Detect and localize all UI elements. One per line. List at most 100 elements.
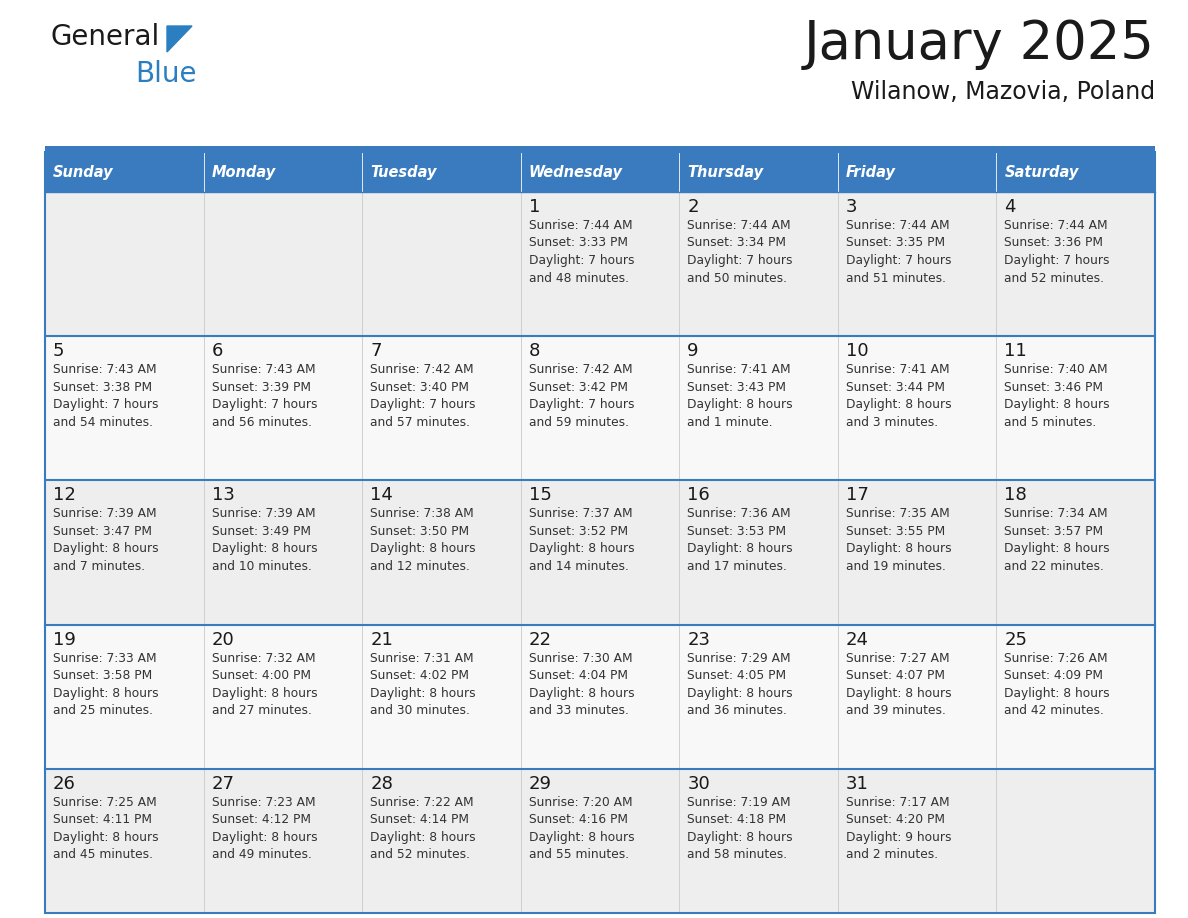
Text: 25: 25 (1004, 631, 1028, 649)
Bar (203, 624, 362, 768)
Bar (362, 624, 520, 768)
Text: Sunset: 3:40 PM: Sunset: 3:40 PM (371, 381, 469, 394)
Text: 7: 7 (371, 342, 381, 360)
Text: Sunset: 4:04 PM: Sunset: 4:04 PM (529, 669, 627, 682)
Text: and 33 minutes.: and 33 minutes. (529, 704, 628, 717)
Text: Sunrise: 7:35 AM: Sunrise: 7:35 AM (846, 508, 949, 521)
Text: Sunrise: 7:44 AM: Sunrise: 7:44 AM (846, 219, 949, 232)
Text: Daylight: 8 hours: Daylight: 8 hours (846, 543, 952, 555)
Bar (680, 768, 838, 913)
Text: Tuesday: Tuesday (371, 164, 437, 180)
Bar (520, 480, 680, 624)
Text: Sunrise: 7:33 AM: Sunrise: 7:33 AM (53, 652, 157, 665)
Text: General: General (50, 23, 159, 51)
Bar (680, 152, 838, 192)
Text: Sunset: 4:20 PM: Sunset: 4:20 PM (846, 813, 944, 826)
Text: Sunset: 3:33 PM: Sunset: 3:33 PM (529, 237, 627, 250)
Bar (45, 152, 1155, 913)
Bar (680, 192, 838, 336)
Text: Daylight: 8 hours: Daylight: 8 hours (529, 687, 634, 700)
Text: Sunset: 4:09 PM: Sunset: 4:09 PM (1004, 669, 1104, 682)
Text: 11: 11 (1004, 342, 1028, 360)
Text: Sunset: 3:43 PM: Sunset: 3:43 PM (688, 381, 786, 394)
Bar (203, 480, 362, 624)
Bar (45, 336, 203, 480)
Text: Daylight: 8 hours: Daylight: 8 hours (53, 687, 159, 700)
Text: Sunrise: 7:43 AM: Sunrise: 7:43 AM (211, 364, 315, 376)
Text: Daylight: 8 hours: Daylight: 8 hours (371, 687, 475, 700)
Text: Sunset: 3:49 PM: Sunset: 3:49 PM (211, 525, 310, 538)
Text: 13: 13 (211, 487, 234, 504)
Bar (203, 192, 362, 336)
Text: Sunset: 3:46 PM: Sunset: 3:46 PM (1004, 381, 1104, 394)
Text: and 57 minutes.: and 57 minutes. (371, 416, 470, 429)
Text: 20: 20 (211, 631, 234, 649)
Text: 17: 17 (846, 487, 868, 504)
Text: and 52 minutes.: and 52 minutes. (371, 848, 470, 861)
Text: 24: 24 (846, 631, 868, 649)
Text: Daylight: 8 hours: Daylight: 8 hours (53, 543, 159, 555)
Bar (997, 480, 1155, 624)
Text: Daylight: 8 hours: Daylight: 8 hours (211, 687, 317, 700)
Text: and 27 minutes.: and 27 minutes. (211, 704, 311, 717)
Text: Wilanow, Mazovia, Poland: Wilanow, Mazovia, Poland (851, 80, 1155, 104)
Text: Sunset: 3:38 PM: Sunset: 3:38 PM (53, 381, 152, 394)
Bar (45, 768, 203, 913)
Text: 26: 26 (53, 775, 76, 793)
Text: Daylight: 7 hours: Daylight: 7 hours (529, 254, 634, 267)
Text: Daylight: 8 hours: Daylight: 8 hours (211, 831, 317, 844)
Text: 14: 14 (371, 487, 393, 504)
Text: Sunrise: 7:34 AM: Sunrise: 7:34 AM (1004, 508, 1108, 521)
Text: Sunrise: 7:44 AM: Sunrise: 7:44 AM (1004, 219, 1108, 232)
Text: Sunrise: 7:25 AM: Sunrise: 7:25 AM (53, 796, 157, 809)
Bar (45, 624, 203, 768)
Text: Daylight: 8 hours: Daylight: 8 hours (846, 687, 952, 700)
Bar (520, 336, 680, 480)
Bar (362, 336, 520, 480)
Text: Sunset: 3:55 PM: Sunset: 3:55 PM (846, 525, 946, 538)
Text: Sunrise: 7:30 AM: Sunrise: 7:30 AM (529, 652, 632, 665)
Bar (838, 480, 997, 624)
Text: Sunrise: 7:39 AM: Sunrise: 7:39 AM (211, 508, 315, 521)
Text: Sunset: 3:47 PM: Sunset: 3:47 PM (53, 525, 152, 538)
Text: Sunrise: 7:39 AM: Sunrise: 7:39 AM (53, 508, 157, 521)
Bar (45, 192, 203, 336)
Text: Sunset: 4:02 PM: Sunset: 4:02 PM (371, 669, 469, 682)
Text: Sunrise: 7:31 AM: Sunrise: 7:31 AM (371, 652, 474, 665)
Text: Daylight: 8 hours: Daylight: 8 hours (1004, 543, 1110, 555)
Text: 9: 9 (688, 342, 699, 360)
Bar (362, 480, 520, 624)
Text: Daylight: 8 hours: Daylight: 8 hours (688, 543, 792, 555)
Text: 8: 8 (529, 342, 541, 360)
Text: Sunset: 4:05 PM: Sunset: 4:05 PM (688, 669, 786, 682)
Text: Sunrise: 7:19 AM: Sunrise: 7:19 AM (688, 796, 791, 809)
Text: Daylight: 8 hours: Daylight: 8 hours (688, 687, 792, 700)
Bar (45, 480, 203, 624)
Text: Daylight: 9 hours: Daylight: 9 hours (846, 831, 952, 844)
Text: Daylight: 7 hours: Daylight: 7 hours (53, 398, 158, 411)
Text: Sunset: 4:14 PM: Sunset: 4:14 PM (371, 813, 469, 826)
Text: Sunset: 4:16 PM: Sunset: 4:16 PM (529, 813, 627, 826)
Text: Sunrise: 7:37 AM: Sunrise: 7:37 AM (529, 508, 632, 521)
Text: Daylight: 8 hours: Daylight: 8 hours (1004, 687, 1110, 700)
Text: Friday: Friday (846, 164, 896, 180)
Text: Daylight: 8 hours: Daylight: 8 hours (529, 543, 634, 555)
Text: Sunrise: 7:32 AM: Sunrise: 7:32 AM (211, 652, 315, 665)
Text: 31: 31 (846, 775, 868, 793)
Text: and 10 minutes.: and 10 minutes. (211, 560, 311, 573)
Text: Sunrise: 7:27 AM: Sunrise: 7:27 AM (846, 652, 949, 665)
Text: Sunrise: 7:44 AM: Sunrise: 7:44 AM (688, 219, 791, 232)
Bar (997, 624, 1155, 768)
Text: and 48 minutes.: and 48 minutes. (529, 272, 628, 285)
Bar (997, 768, 1155, 913)
Text: and 42 minutes.: and 42 minutes. (1004, 704, 1105, 717)
Text: 1: 1 (529, 198, 541, 216)
Bar (362, 192, 520, 336)
Text: and 36 minutes.: and 36 minutes. (688, 704, 788, 717)
Text: Sunrise: 7:40 AM: Sunrise: 7:40 AM (1004, 364, 1108, 376)
Text: Saturday: Saturday (1004, 164, 1079, 180)
Bar (203, 336, 362, 480)
Text: Daylight: 7 hours: Daylight: 7 hours (371, 398, 475, 411)
Bar (520, 192, 680, 336)
Bar (680, 480, 838, 624)
